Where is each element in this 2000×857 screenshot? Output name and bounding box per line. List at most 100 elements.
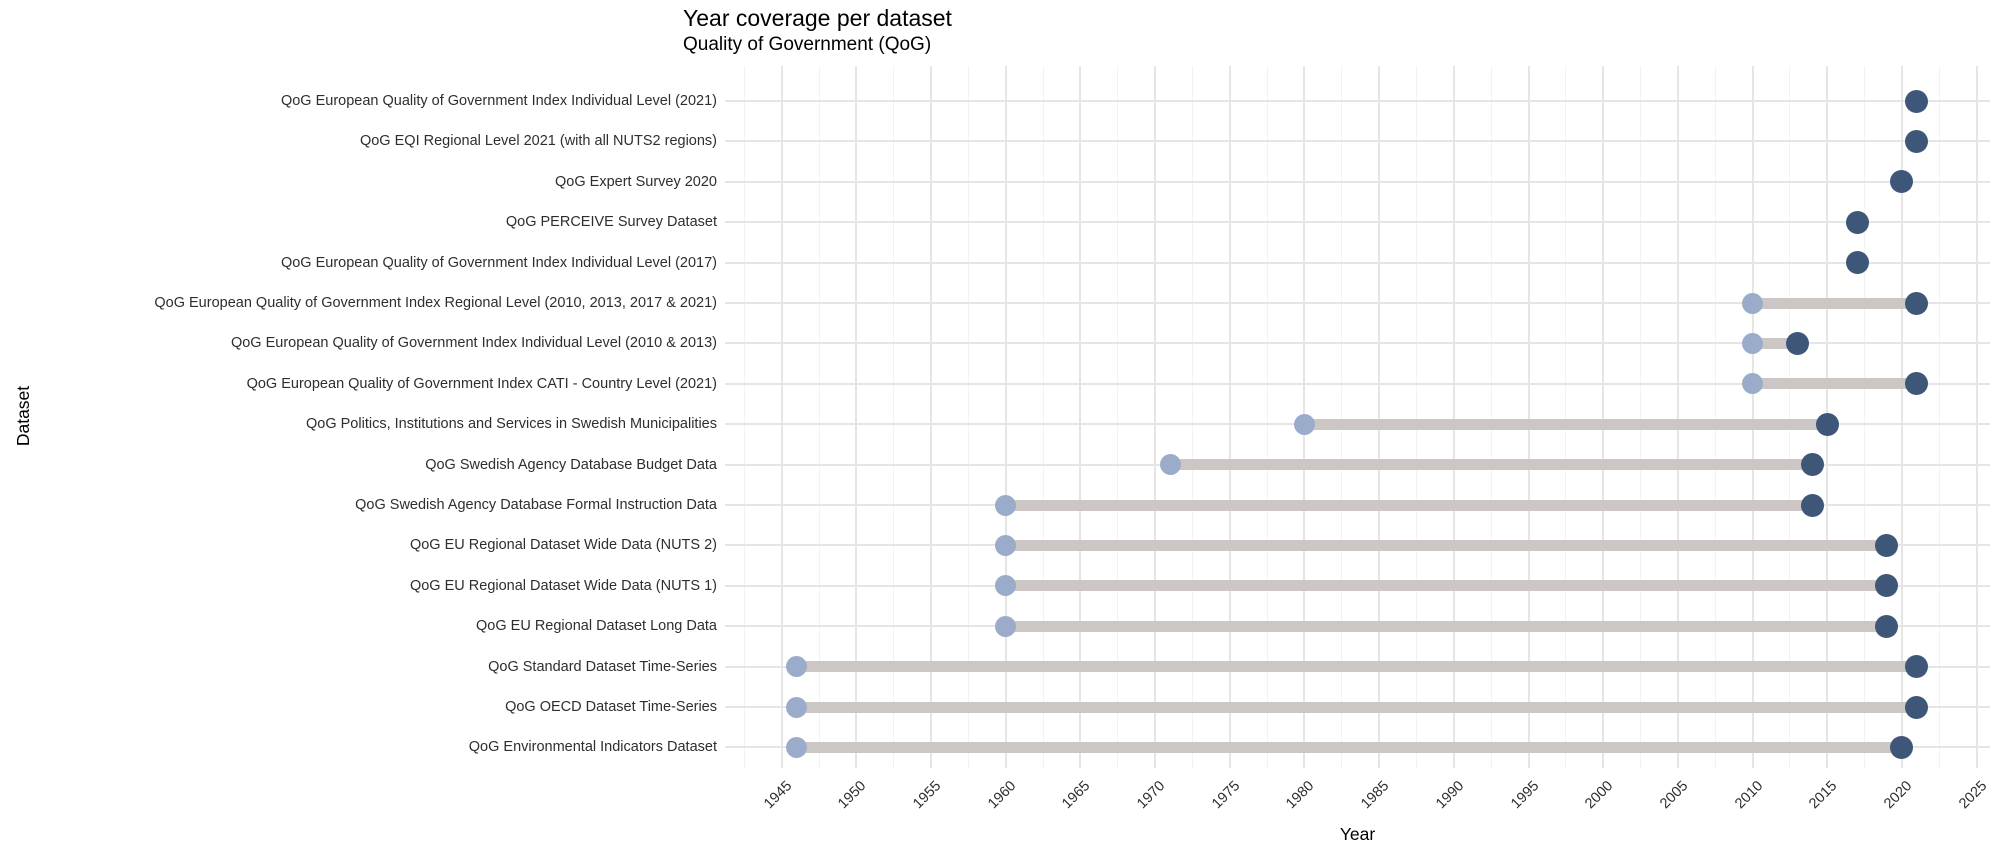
y-axis-label: QoG EU Regional Dataset Wide Data (NUTS … [409, 537, 717, 554]
row-gridline [725, 100, 1990, 102]
y-axis-labels: QoG European Quality of Government Index… [0, 66, 717, 768]
end-year-dot [1890, 735, 1914, 759]
row-gridline [725, 382, 1990, 385]
minor-gridline [1191, 66, 1193, 768]
end-year-dot [1845, 210, 1869, 234]
minor-gridline [1415, 66, 1417, 768]
major-gridline [1527, 66, 1530, 768]
minor-gridline [1565, 66, 1567, 768]
y-axis-label: QoG EQI Regional Level 2021 (with all NU… [359, 133, 717, 150]
start-year-dot [786, 656, 808, 678]
y-axis-label: QoG European Quality of Government Index… [280, 254, 717, 271]
end-year-dot [1800, 493, 1824, 517]
range-bar [1752, 297, 1917, 309]
x-axis-title: Year [1339, 824, 1376, 844]
range-bar [1005, 580, 1887, 592]
row-gridline [725, 342, 1990, 345]
end-year-dot [1875, 574, 1899, 598]
y-axis-label: QoG EU Regional Dataset Long Data [476, 618, 717, 635]
major-gridline [1079, 66, 1082, 768]
row-gridline [725, 180, 1990, 183]
y-axis-label: QoG Standard Dataset Time-Series [488, 658, 717, 675]
y-axis-label: QoG Expert Survey 2020 [555, 173, 717, 190]
major-gridline [855, 66, 858, 768]
range-bar [796, 661, 1917, 673]
major-gridline [1154, 66, 1157, 768]
minor-gridline [1266, 66, 1268, 768]
row-gridline [725, 302, 1990, 304]
minor-gridline [1117, 66, 1119, 768]
end-year-dot [1890, 170, 1914, 194]
start-year-dot [1293, 413, 1315, 435]
row-gridline [725, 221, 1990, 224]
major-gridline [1004, 66, 1007, 768]
start-year-dot [1742, 332, 1764, 354]
y-axis-label: QoG European Quality of Government Index… [154, 295, 717, 311]
start-year-dot [995, 615, 1017, 637]
major-gridline [1228, 66, 1231, 768]
range-bar [796, 741, 1902, 753]
start-year-dot [995, 575, 1017, 597]
start-year-dot [995, 494, 1017, 516]
end-year-dot [1845, 251, 1869, 275]
range-bar [1005, 499, 1813, 511]
minor-gridline [1490, 66, 1492, 768]
minor-gridline [818, 66, 820, 768]
minor-gridline [967, 66, 969, 768]
chart-title: Year coverage per dataset [683, 5, 952, 31]
y-axis-label: QoG Swedish Agency Database Budget Data [425, 456, 717, 473]
range-bar [1304, 418, 1828, 430]
major-gridline [1452, 66, 1455, 768]
end-year-dot [1905, 372, 1929, 396]
row-gridline [725, 140, 1990, 143]
y-axis-label: QoG PERCEIVE Survey Dataset [505, 214, 717, 231]
minor-gridline [1640, 66, 1642, 768]
major-gridline [1602, 66, 1605, 768]
major-gridline [780, 66, 783, 768]
start-year-dot [786, 696, 808, 718]
minor-gridline [1042, 66, 1044, 768]
minor-gridline [1341, 66, 1343, 768]
major-gridline [1751, 66, 1754, 768]
end-year-dot [1905, 291, 1929, 315]
row-gridline [725, 261, 1990, 264]
end-year-dot [1905, 129, 1929, 153]
y-axis-label: QoG Politics, Institutions and Services … [305, 416, 717, 433]
minor-gridline [1938, 66, 1940, 768]
end-year-dot [1875, 614, 1899, 638]
end-year-dot [1875, 533, 1899, 557]
range-bar [1005, 539, 1887, 551]
minor-gridline [1864, 66, 1866, 768]
minor-gridline [893, 66, 895, 768]
end-year-dot [1905, 695, 1929, 719]
y-axis-label: QoG European Quality of Government Index… [246, 375, 717, 392]
y-axis-label: QoG Swedish Agency Database Formal Instr… [355, 497, 717, 513]
start-year-dot [995, 534, 1017, 556]
y-axis-label: QoG European Quality of Government Index… [230, 335, 717, 352]
range-bar [796, 701, 1917, 713]
end-year-dot [1785, 331, 1809, 355]
major-gridline [1975, 66, 1978, 768]
start-year-dot [1742, 373, 1764, 395]
start-year-dot [1742, 292, 1764, 314]
range-bar [1170, 459, 1813, 471]
minor-gridline [1789, 66, 1791, 768]
y-axis-label: QoG Environmental Indicators Dataset [468, 739, 717, 756]
plot-panel [725, 66, 1990, 768]
end-year-dot [1905, 655, 1929, 679]
range-bar [1005, 620, 1887, 632]
range-bar [1752, 337, 1798, 349]
minor-gridline [743, 66, 745, 768]
start-year-dot [786, 736, 808, 758]
minor-gridline [1714, 66, 1716, 768]
major-gridline [1900, 66, 1903, 768]
end-year-dot [1800, 453, 1824, 477]
end-year-dot [1815, 412, 1839, 436]
chart-subtitle: Quality of Government (QoG) [683, 34, 932, 55]
major-gridline [1378, 66, 1381, 768]
major-gridline [930, 66, 933, 768]
y-axis-label: QoG OECD Dataset Time-Series [505, 699, 717, 715]
y-axis-label: QoG EU Regional Dataset Wide Data (NUTS … [409, 577, 717, 594]
start-year-dot [1159, 454, 1181, 476]
